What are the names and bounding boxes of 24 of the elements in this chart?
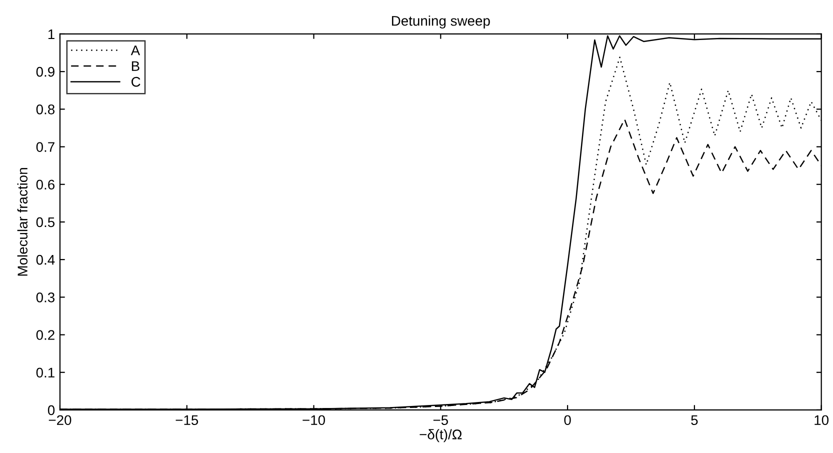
x-tick-label: −10	[302, 415, 325, 426]
legend-label: A	[130, 46, 140, 56]
y-tick-label: 0.5	[36, 217, 55, 228]
y-tick-label: 0.6	[36, 180, 55, 190]
x-tick-label: −15	[176, 415, 198, 426]
y-tick-label: 0.4	[36, 254, 55, 265]
y-tick-label: 0	[48, 405, 55, 416]
x-axis-title: −δ(t)/Ω	[420, 429, 462, 442]
x-tick-label: 5	[691, 415, 698, 426]
x-tick-label: −20	[48, 415, 72, 426]
y-tick-label: 0.9	[36, 66, 54, 77]
x-tick-label: −5	[433, 415, 448, 426]
y-tick-label: 0.2	[36, 330, 54, 340]
y-tick-label: 0.7	[36, 142, 54, 152]
x-tick-label: 0	[564, 415, 571, 426]
y-tick-label: 0.8	[36, 104, 55, 114]
x-tick-label: 10	[814, 415, 829, 426]
y-tick-label: 0.1	[36, 368, 54, 378]
legend-label: C	[132, 76, 140, 87]
legend-label: B	[132, 61, 140, 71]
chart-title: Detuning sweep	[392, 16, 490, 29]
y-tick-label: 0.3	[36, 292, 55, 302]
y-axis-title: Molecular fraction	[17, 168, 28, 276]
y-tick-label: 1	[48, 29, 54, 40]
